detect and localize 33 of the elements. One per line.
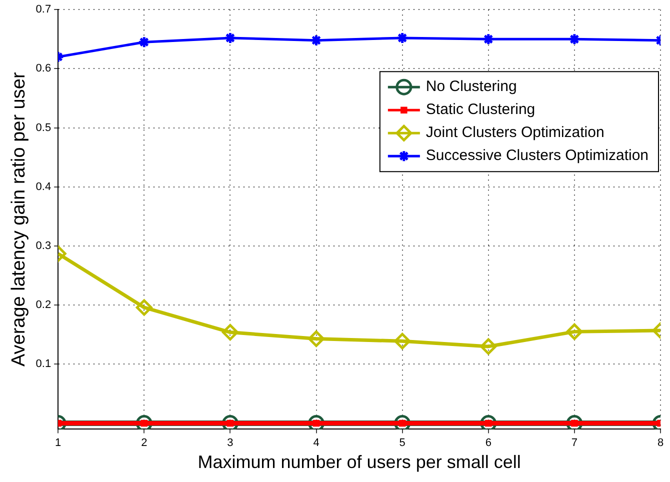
point — [222, 324, 238, 341]
point — [224, 32, 236, 44]
x-axis-title: Maximum number of users per small cell — [198, 452, 521, 472]
point — [308, 330, 325, 348]
x-tick-label: 5 — [399, 436, 406, 449]
y-tick-label: 0.3 — [36, 240, 52, 252]
x-tick-label: 7 — [571, 436, 578, 449]
y-tick-label: 0.1 — [36, 358, 52, 370]
y-axis-title: Average latency gain ratio per user — [8, 72, 30, 367]
point — [396, 32, 409, 44]
legend-label: No Clustering — [426, 78, 517, 96]
x-tick-label: 6 — [485, 436, 492, 449]
x-tick-label: 8 — [657, 436, 664, 449]
y-tick-label: 0.2 — [36, 299, 52, 312]
point — [394, 332, 411, 350]
x-tick-label: 3 — [227, 436, 234, 449]
legend-label: Joint Clusters Optimization — [426, 124, 604, 142]
x-tick-label: 2 — [141, 436, 148, 449]
point — [310, 34, 323, 47]
y-tick-label: 0.6 — [36, 62, 52, 75]
legend-label: Static Clustering — [426, 101, 536, 118]
x-tick-label: 1 — [55, 436, 62, 449]
y-tick-label: 0.7 — [36, 4, 52, 16]
point — [482, 32, 495, 46]
point — [138, 36, 150, 48]
point — [568, 32, 581, 46]
point — [480, 338, 497, 355]
x-tick-label: 4 — [313, 436, 320, 449]
y-tick-label: 0.5 — [36, 122, 52, 134]
point — [566, 323, 583, 340]
legend-label: Successive Clusters Optimization — [426, 147, 648, 164]
y-tick-label: 0.4 — [36, 180, 52, 193]
point — [136, 299, 152, 316]
